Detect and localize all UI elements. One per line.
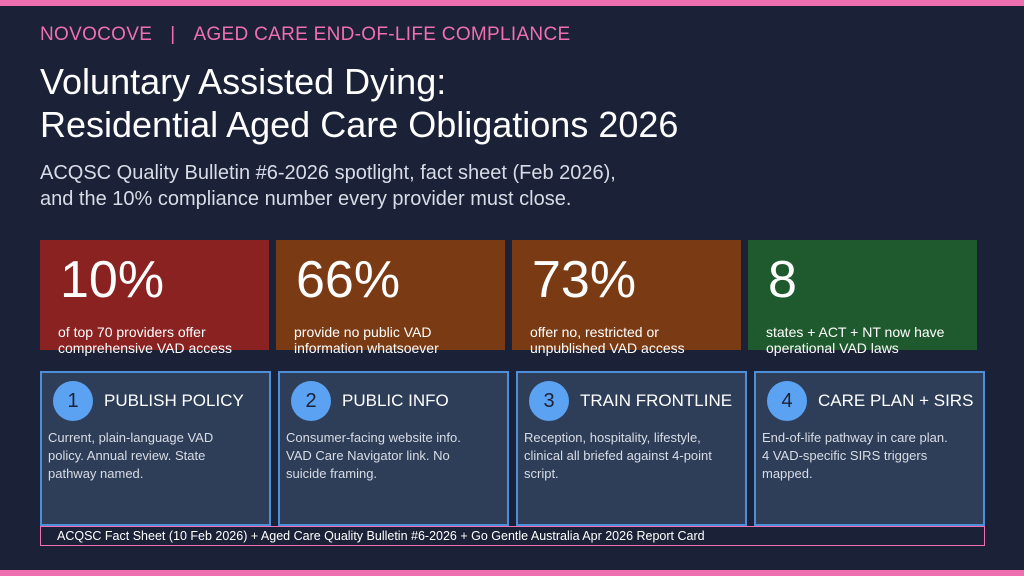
page-subtitle: ACQSC Quality Bulletin #6-2026 spotlight…: [40, 160, 940, 212]
step-number-badge: 4: [767, 381, 807, 421]
card-heading: PUBLISH POLICY: [104, 391, 244, 410]
stat-desc-line-2: unpublished VAD access: [530, 340, 685, 356]
card-body: End-of-life pathway in care plan. 4 VAD-…: [762, 429, 972, 483]
subtitle-line-2: and the 10% compliance number every prov…: [40, 188, 572, 210]
card-body-line: Current, plain-language VAD: [48, 430, 214, 445]
card-heading: CARE PLAN + SIRS: [818, 391, 974, 410]
card-body-line: clinical all briefed against 4-point: [524, 448, 712, 463]
stat-description: states + ACT + NT now have operational V…: [766, 324, 959, 356]
card-body-line: mapped.: [762, 466, 813, 481]
step-number-badge: 2: [291, 381, 331, 421]
stat-tile-1: 10% of top 70 providers offer comprehens…: [40, 240, 269, 356]
card-body-line: Reception, hospitality, lifestyle,: [524, 430, 701, 445]
bottom-accent-bar: [0, 570, 1024, 576]
stat-tile-4: 8 states + ACT + NT now have operational…: [748, 240, 977, 356]
card-body-line: End-of-life pathway in care plan.: [762, 430, 948, 445]
stat-desc-line-1: states + ACT + NT now have: [766, 324, 945, 340]
card-body-line: Consumer-facing website info.: [286, 430, 461, 445]
brand-name: NOVOCOVE: [40, 24, 153, 45]
header-separator: |: [170, 24, 176, 45]
card-body: Current, plain-language VAD policy. Annu…: [48, 429, 258, 483]
card-body-line: script.: [524, 466, 559, 481]
stats-row: 10% of top 70 providers offer comprehens…: [40, 240, 977, 356]
stat-description: of top 70 providers offer comprehensive …: [58, 324, 251, 356]
title-line-2: Residential Aged Care Obligations 2026: [40, 104, 679, 145]
page-title: Voluntary Assisted Dying: Residential Ag…: [40, 60, 940, 146]
step-number-badge: 1: [53, 381, 93, 421]
source-citation: ACQSC Fact Sheet (10 Feb 2026) + Aged Ca…: [40, 526, 985, 546]
action-card-1: 1 PUBLISH POLICY Current, plain-language…: [40, 371, 271, 526]
card-body-line: policy. Annual review. State: [48, 448, 206, 463]
card-body-line: pathway named.: [48, 466, 144, 481]
stat-desc-line-2: comprehensive VAD access: [58, 340, 233, 356]
stat-desc-line-1: provide no public VAD: [294, 324, 432, 340]
title-line-1: Voluntary Assisted Dying:: [40, 61, 447, 102]
stat-desc-line-1: offer no, restricted or: [530, 324, 659, 340]
top-accent-bar: [0, 0, 1024, 6]
card-heading: TRAIN FRONTLINE: [580, 391, 733, 410]
stat-value: 66%: [296, 251, 401, 309]
action-card-3: 3 TRAIN FRONTLINE Reception, hospitality…: [516, 371, 747, 526]
stat-value: 73%: [532, 251, 637, 309]
action-card-4: 4 CARE PLAN + SIRS End-of-life pathway i…: [754, 371, 985, 526]
action-card-2: 2 PUBLIC INFO Consumer-facing website in…: [278, 371, 509, 526]
card-body: Reception, hospitality, lifestyle, clini…: [524, 429, 734, 483]
section-label: AGED CARE END-OF-LIFE COMPLIANCE: [193, 24, 571, 45]
card-heading: PUBLIC INFO: [342, 391, 449, 410]
card-body-line: VAD Care Navigator link. No: [286, 448, 450, 463]
stat-tile-3: 73% offer no, restricted or unpublished …: [512, 240, 741, 356]
card-body-line: 4 VAD-specific SIRS triggers: [762, 448, 928, 463]
action-cards-row: 1 PUBLISH POLICY Current, plain-language…: [40, 371, 985, 526]
stat-desc-line-2: operational VAD laws: [766, 340, 899, 356]
step-number-badge: 3: [529, 381, 569, 421]
stat-description: provide no public VAD information whatso…: [294, 324, 487, 356]
header-kicker: NOVOCOVE | AGED CARE END-OF-LIFE COMPLIA…: [40, 24, 570, 46]
stat-tile-2: 66% provide no public VAD information wh…: [276, 240, 505, 356]
subtitle-line-1: ACQSC Quality Bulletin #6-2026 spotlight…: [40, 162, 616, 184]
stat-description: offer no, restricted or unpublished VAD …: [530, 324, 723, 356]
stat-desc-line-1: of top 70 providers offer: [58, 324, 206, 340]
stat-value: 10%: [60, 251, 165, 309]
card-body-line: suicide framing.: [286, 466, 378, 481]
card-body: Consumer-facing website info. VAD Care N…: [286, 429, 496, 483]
stat-desc-line-2: information whatsoever: [294, 340, 439, 356]
stat-value: 8: [768, 251, 797, 309]
